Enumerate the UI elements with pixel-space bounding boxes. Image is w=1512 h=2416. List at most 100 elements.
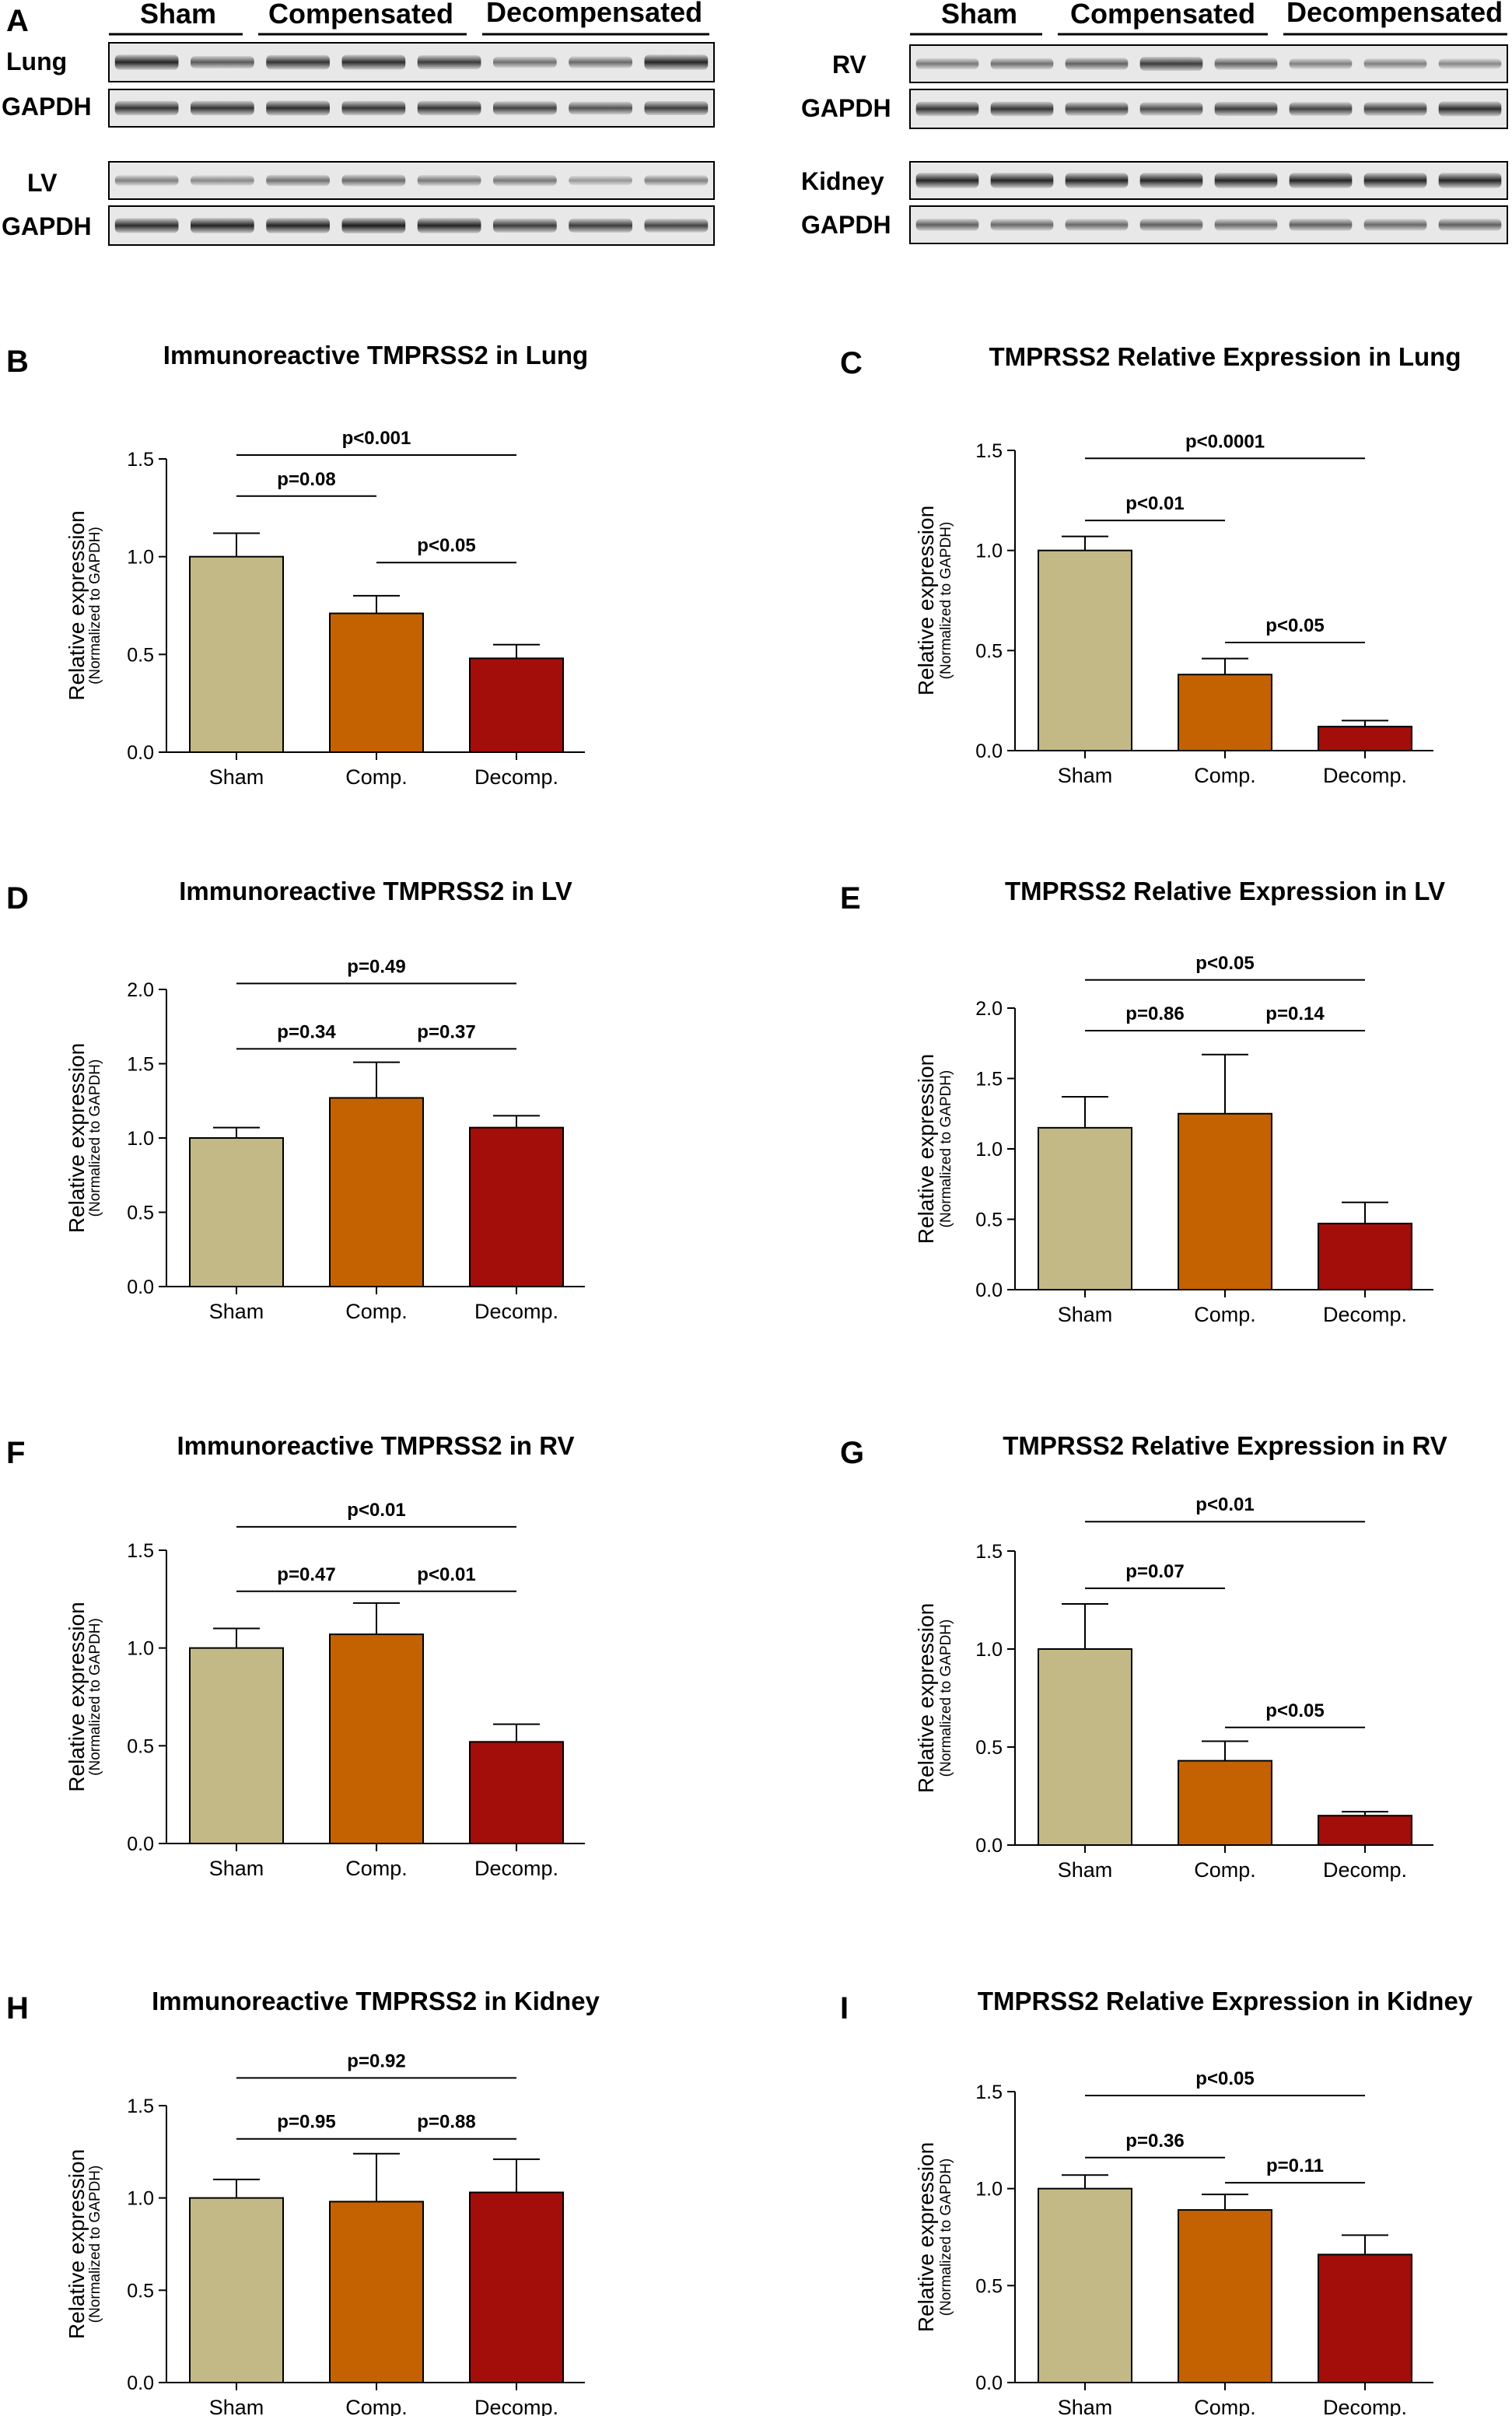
y-tick-label: 1.0: [127, 547, 154, 569]
chart-f: F Immunoreactive TMPRSS2 in RV Relative ex…: [6, 1431, 585, 1880]
p-value-label: p=0.14: [1265, 1003, 1325, 1024]
blot-band: [644, 54, 709, 70]
blot-band: [493, 219, 557, 233]
panel-letter: B: [6, 345, 29, 379]
y-tick-label: 0.5: [127, 644, 154, 666]
blot-band: [114, 100, 179, 116]
x-tick-label: Decomp.: [1323, 764, 1407, 787]
panel-letter: E: [840, 881, 861, 916]
bar-sham: [189, 1647, 284, 1845]
chart-e: E TMPRSS2 Relative Expression in LV Relati…: [840, 877, 1445, 1326]
blot-band: [191, 218, 254, 233]
bar-comp: [329, 2201, 424, 2383]
y-axis-label: Relative expression: [914, 1603, 938, 1793]
blot-band: [915, 58, 979, 69]
blot-band: [1438, 101, 1502, 117]
blot-band: [644, 219, 709, 233]
p-value-label: p=0.49: [347, 956, 405, 977]
blot-group-decomp-right: Decompensated: [1286, 0, 1503, 28]
blot-band: [644, 101, 709, 115]
bar-comp: [329, 1097, 424, 1288]
p-value-label: p=0.11: [1266, 2155, 1324, 2176]
blot-band: [266, 174, 330, 187]
p-value-label: p<0.01: [1195, 1494, 1254, 1515]
x-tick-label: Sham: [1058, 2396, 1113, 2416]
blot-band: [341, 218, 406, 233]
chart-title: Immunoreactive TMPRSS2 in Lung: [163, 341, 588, 369]
blot-band: [1289, 173, 1353, 188]
y-axis-sublabel: (Normalized to GAPDH): [87, 527, 103, 685]
p-value-label: p=0.47: [277, 1564, 335, 1585]
x-tick-label: Comp.: [1194, 2396, 1256, 2416]
panel-letter: C: [840, 346, 863, 380]
y-tick-label: 1.5: [975, 2082, 1003, 2103]
blot-band: [1214, 102, 1278, 116]
y-tick-label: 1.0: [127, 1128, 154, 1150]
x-tick-label: Sham: [209, 1857, 264, 1880]
y-tick-label: 1.5: [127, 2096, 154, 2117]
blot-band: [915, 173, 979, 188]
y-tick-label: 0.5: [127, 1203, 154, 1224]
bar-sham: [189, 555, 284, 754]
panel-letter: I: [840, 1991, 849, 2026]
y-axis-sublabel: (Normalized to GAPDH): [938, 522, 954, 680]
panel-letter: H: [6, 1991, 29, 2026]
x-tick-label: Decomp.: [474, 2396, 558, 2416]
blot-band: [417, 175, 481, 186]
blot-band: [915, 219, 979, 231]
x-tick-label: Sham: [1058, 1303, 1113, 1326]
y-tick-label: 1.5: [975, 1069, 1003, 1091]
y-axis-label: Relative expression: [65, 510, 89, 700]
y-axis-sublabel: (Normalized to GAPDH): [938, 2159, 954, 2316]
x-tick-label: Decomp.: [474, 1857, 558, 1880]
blot-row-label-gapdh: GAPDH: [2, 93, 92, 121]
bar-comp: [329, 1633, 424, 1844]
y-axis-sublabel: (Normalized to GAPDH): [938, 1070, 954, 1228]
p-value-label: p=0.92: [347, 2050, 405, 2071]
blot-band: [1214, 58, 1278, 70]
x-tick-label: Sham: [209, 1300, 264, 1323]
y-axis-label: Relative expression: [914, 2142, 938, 2332]
y-tick-label: 0.0: [127, 2372, 154, 2394]
p-value-label: p<0.0001: [1185, 431, 1265, 452]
p-value-label: p=0.08: [277, 469, 335, 490]
y-tick-label: 0.5: [975, 1210, 1003, 1231]
blot-band: [417, 100, 481, 116]
y-axis-sublabel: (Normalized to GAPDH): [87, 2166, 103, 2323]
blot-band: [1363, 58, 1427, 69]
blot-row-label-rv: RV: [832, 51, 867, 79]
x-tick-label: Decomp.: [1323, 1303, 1407, 1326]
x-tick-label: Decomp.: [474, 1300, 558, 1323]
blot-band: [1065, 173, 1129, 188]
chart-title: TMPRSS2 Relative Expression in Lung: [989, 342, 1461, 371]
y-axis-label: Relative expression: [65, 2149, 89, 2339]
bar-sham: [1038, 549, 1132, 752]
p-value-label: p<0.05: [1195, 953, 1254, 974]
y-tick-label: 1.0: [975, 541, 1003, 562]
bar-decomp: [1318, 726, 1412, 751]
blot-band: [569, 176, 632, 185]
chart-i: I TMPRSS2 Relative Expression in Kidney Re…: [840, 1987, 1473, 2416]
bar-sham: [1038, 2187, 1132, 2384]
y-tick-label: 0.0: [975, 741, 1003, 762]
bar-comp: [1178, 2209, 1272, 2383]
bar-comp: [1178, 1759, 1272, 1846]
blot-group-comp-right: Compensated: [1070, 0, 1255, 30]
y-tick-label: 1.5: [127, 1540, 154, 1562]
y-tick-label: 1.0: [127, 1638, 154, 1660]
bar-sham: [1038, 1126, 1132, 1290]
x-tick-label: Sham: [1058, 1858, 1113, 1882]
blot-row-label-lv: LV: [27, 169, 58, 197]
bar-decomp: [469, 1126, 564, 1287]
blot-band: [1065, 102, 1129, 116]
blot-band: [644, 175, 709, 186]
p-value-label: p<0.05: [1195, 2068, 1254, 2089]
blot-band: [569, 101, 632, 115]
p-value-label: p=0.37: [417, 1021, 475, 1042]
blot-band: [1289, 102, 1353, 116]
blot-band: [1438, 173, 1502, 188]
x-tick-label: Decomp.: [1323, 1858, 1407, 1882]
blot-group-sham-right: Sham: [941, 0, 1017, 30]
blot-band: [266, 100, 330, 116]
blot-band: [417, 218, 481, 233]
